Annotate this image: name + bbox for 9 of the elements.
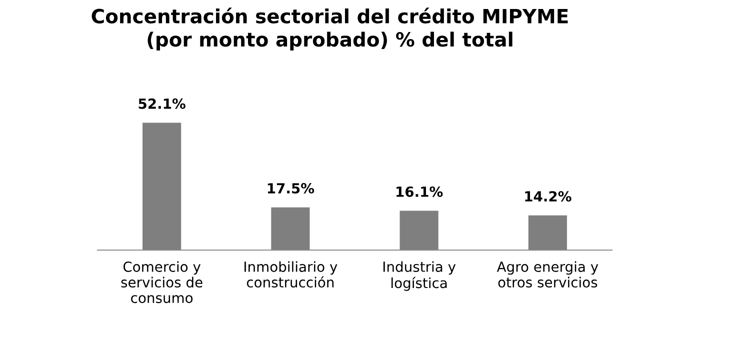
data-label: 17.5%	[268, 183, 314, 194]
x-tick-label: Inmobiliario y construcción	[244, 261, 338, 288]
x-tick-label: Comercio y servicios de consumo	[121, 261, 202, 304]
data-label: 16.1%	[396, 186, 443, 197]
x-tick-label: Industria y logística	[383, 261, 456, 291]
chart-title: Concentración sectorial del crédito MIPYME (por monto aprobado) % del total	[92, 8, 568, 51]
data-label: 14.2%	[525, 191, 572, 202]
x-tick-label: Agro energia y otros servicios	[496, 261, 598, 288]
data-label: 52.1%	[138, 98, 186, 109]
